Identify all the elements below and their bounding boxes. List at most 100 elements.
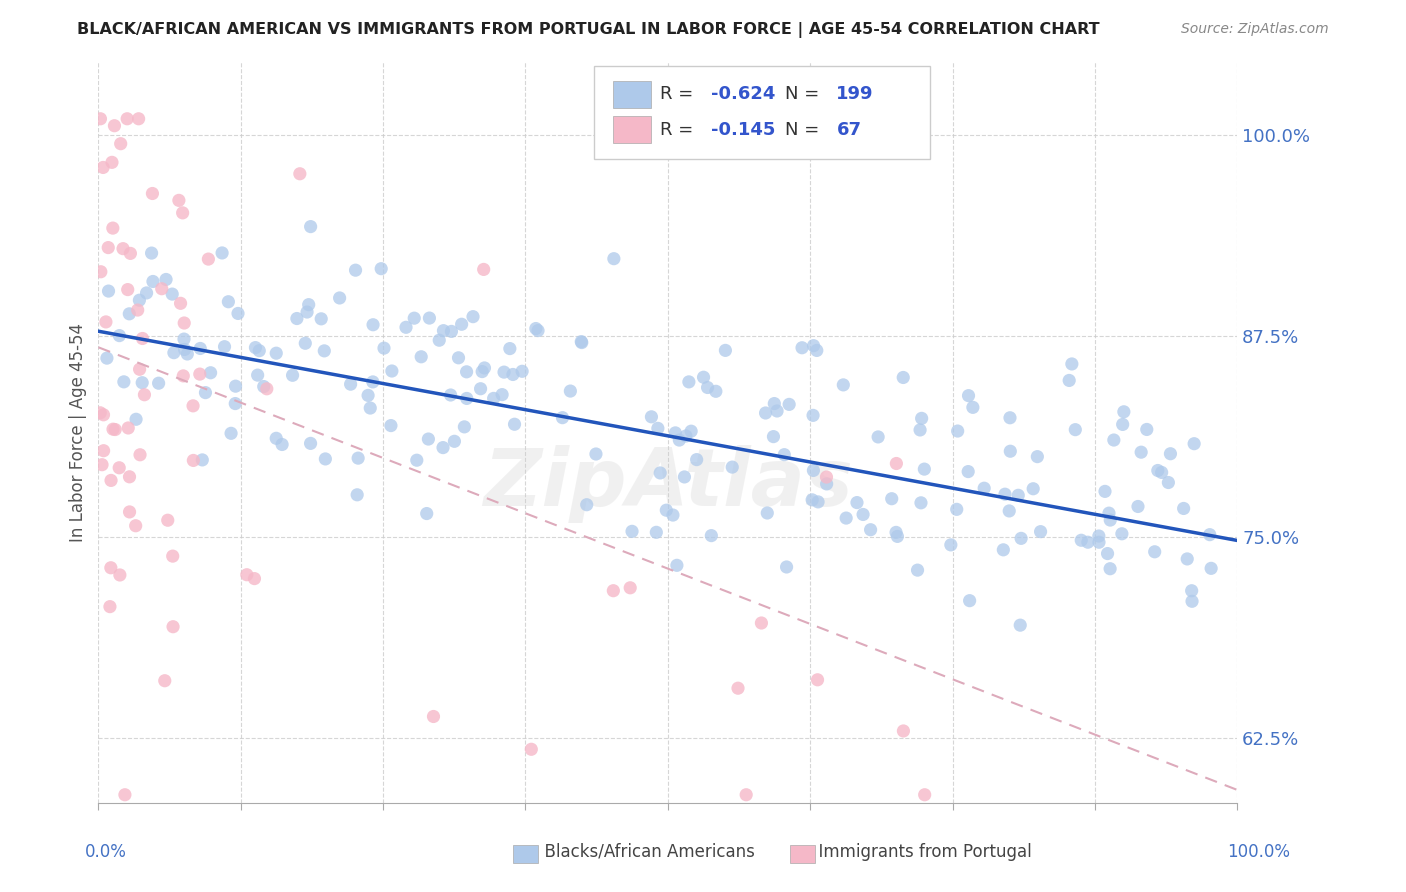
Point [807,495,830,509]
Point [167,194,190,208]
Point [1029,524,1052,539]
Point [163,345,186,359]
Point [510,364,533,378]
Point [803,463,825,477]
Point [886,529,908,543]
Point [700,528,723,542]
Point [112,375,135,389]
Point [89,406,111,420]
Point [131,331,153,345]
Point [1198,527,1220,541]
Point [973,481,995,495]
Point [427,333,450,347]
Point [100,561,122,575]
Point [472,262,495,277]
Point [681,424,703,438]
Point [662,508,685,522]
Point [491,387,513,401]
Point [404,311,426,326]
Point [1007,488,1029,502]
Point [1057,374,1080,388]
Point [153,673,176,688]
Point [482,392,505,406]
Point [226,306,249,320]
Point [1094,484,1116,499]
Point [101,422,124,436]
Text: Immigrants from Portugal: Immigrants from Portugal [808,843,1032,861]
Point [1150,466,1173,480]
Point [142,275,165,289]
Point [281,368,304,383]
Point [801,492,824,507]
Point [721,460,744,475]
Point [1157,475,1180,490]
Point [1199,561,1222,575]
Point [118,470,141,484]
Point [271,437,294,451]
Point [957,389,980,403]
Point [692,370,714,384]
Point [1000,444,1022,458]
Point [470,382,492,396]
Point [298,298,321,312]
Point [219,426,242,441]
Point [93,443,115,458]
Point [603,252,626,266]
Point [911,411,934,425]
Point [912,462,935,476]
Point [675,429,697,443]
Point [696,380,718,394]
Point [773,448,796,462]
Point [381,364,404,378]
Point [650,466,672,480]
Point [97,241,120,255]
Point [647,421,669,435]
Point [211,246,233,260]
Point [1097,547,1119,561]
Point [560,384,582,398]
Point [678,375,700,389]
Text: 100.0%: 100.0% [1227,843,1289,861]
Text: R =: R = [659,120,699,139]
Point [243,572,266,586]
Point [309,311,332,326]
Point [200,366,222,380]
Point [197,252,219,266]
Point [91,161,114,175]
Point [727,681,749,696]
Point [1173,501,1195,516]
Point [763,396,786,410]
Point [815,477,838,491]
Point [907,563,929,577]
Point [456,392,478,406]
Point [1111,417,1133,432]
Point [946,424,969,438]
Point [775,560,797,574]
Point [655,503,678,517]
Point [803,338,825,352]
Point [664,425,686,440]
Point [439,388,461,402]
Point [108,568,131,582]
Point [246,368,269,383]
Point [939,538,962,552]
Point [395,320,418,334]
Point [880,491,903,506]
Point [314,452,336,467]
Point [160,287,183,301]
Point [370,261,392,276]
Point [129,448,152,462]
Point [1112,405,1135,419]
Point [373,341,395,355]
Point [806,343,828,358]
Point [118,505,141,519]
Point [1146,463,1168,477]
Point [422,709,444,723]
Text: Blacks/African Americans: Blacks/African Americans [534,843,755,861]
Point [1099,513,1122,527]
Point [957,465,980,479]
Point [1182,436,1205,450]
Point [224,396,246,410]
Point [108,460,131,475]
Text: 67: 67 [837,120,862,139]
